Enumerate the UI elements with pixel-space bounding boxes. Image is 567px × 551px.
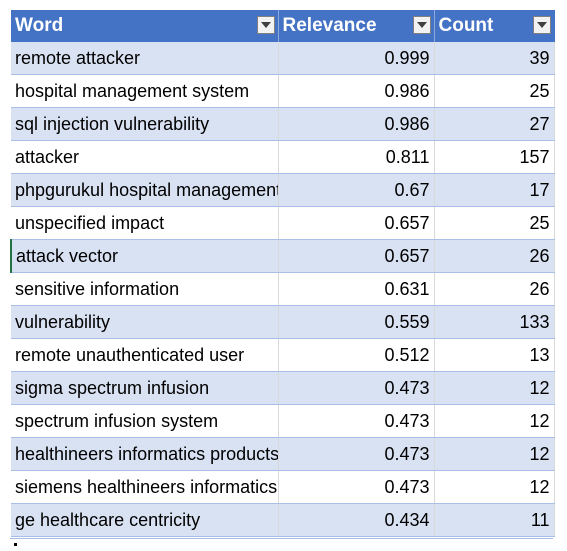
cell-word[interactable]: attack vector	[10, 239, 279, 273]
column-header-word-label: Word	[15, 15, 64, 36]
cell-count[interactable]: 12	[434, 437, 555, 471]
table-row: sensitive information 0.631 26	[11, 272, 555, 306]
cell-relevance[interactable]: 0.657	[278, 206, 435, 240]
cell-relevance[interactable]: 0.473	[278, 470, 435, 504]
cell-count[interactable]: 27	[434, 107, 555, 141]
header-row: Word Relevance Count	[11, 10, 555, 42]
cell-count[interactable]: 25	[434, 74, 555, 108]
column-header-relevance[interactable]: Relevance	[278, 10, 435, 42]
cell-count[interactable]: 39	[434, 42, 555, 75]
column-header-count-label: Count	[438, 15, 494, 36]
filter-dropdown-icon[interactable]	[412, 16, 431, 34]
cell-relevance[interactable]: 0.473	[278, 371, 435, 405]
cell-relevance[interactable]: 0.559	[278, 305, 435, 339]
cell-word[interactable]: phpgurukul hospital management	[11, 173, 279, 207]
cell-word[interactable]: spectrum infusion system	[11, 404, 279, 438]
cell-word[interactable]: sigma spectrum infusion	[11, 371, 279, 405]
next-row-stub	[10, 538, 553, 551]
cell-count[interactable]: 17	[434, 173, 555, 207]
cell-count[interactable]: 12	[434, 470, 555, 504]
cell-word[interactable]: remote attacker	[11, 42, 279, 75]
cell-relevance[interactable]: 0.657	[278, 239, 435, 273]
cell-word[interactable]: sensitive information	[11, 272, 279, 306]
table-row: attack vector 0.657 26	[10, 239, 555, 273]
cell-word[interactable]: vulnerability	[11, 305, 279, 339]
cell-word[interactable]: hospital management system	[11, 74, 279, 108]
table-row: sql injection vulnerability 0.986 27	[11, 107, 555, 141]
cell-count[interactable]: 12	[434, 404, 555, 438]
table-row: hospital management system 0.986 25	[11, 74, 555, 108]
table-row: remote attacker 0.999 39	[11, 42, 555, 75]
cell-word[interactable]: unspecified impact	[11, 206, 279, 240]
cell-relevance[interactable]: 0.999	[278, 42, 435, 75]
cell-count[interactable]: 133	[434, 305, 555, 339]
cell-relevance[interactable]: 0.811	[278, 140, 435, 174]
table-row: remote unauthenticated user 0.512 13	[11, 338, 555, 372]
table-row: siemens healthineers informatics 0.473 12	[11, 470, 555, 504]
cell-relevance[interactable]: 0.473	[278, 404, 435, 438]
cell-word[interactable]: healthineers informatics products	[11, 437, 279, 471]
cell-count[interactable]: 157	[434, 140, 555, 174]
cell-word[interactable]: attacker	[11, 140, 279, 174]
cell-word[interactable]: sql injection vulnerability	[11, 107, 279, 141]
cell-count[interactable]: 11	[434, 503, 555, 537]
table-row: phpgurukul hospital management 0.67 17	[11, 173, 555, 207]
filter-dropdown-icon[interactable]	[256, 16, 275, 34]
cell-relevance[interactable]: 0.67	[278, 173, 435, 207]
table-row: sigma spectrum infusion 0.473 12	[11, 371, 555, 405]
table-row: healthineers informatics products 0.473 12	[11, 437, 555, 471]
table-row: vulnerability 0.559 133	[11, 305, 555, 339]
table-row: attacker 0.811 157	[11, 140, 555, 174]
cell-relevance[interactable]: 0.434	[278, 503, 435, 537]
cell-relevance[interactable]: 0.986	[278, 74, 435, 108]
column-header-count[interactable]: Count	[434, 10, 555, 42]
word-relevance-table: Word Relevance Count remote attacker 0.99…	[10, 10, 555, 537]
cell-word[interactable]: remote unauthenticated user	[11, 338, 279, 372]
table-row: unspecified impact 0.657 25	[11, 206, 555, 240]
cell-fragment-mark	[14, 543, 17, 546]
cell-count[interactable]: 13	[434, 338, 555, 372]
cell-count[interactable]: 26	[434, 239, 555, 273]
cell-word[interactable]: siemens healthineers informatics	[11, 470, 279, 504]
cell-relevance[interactable]: 0.986	[278, 107, 435, 141]
table-row: ge healthcare centricity 0.434 11	[11, 503, 555, 537]
cell-relevance[interactable]: 0.631	[278, 272, 435, 306]
column-header-relevance-label: Relevance	[282, 15, 377, 36]
table-body: remote attacker 0.999 39 hospital managemen…	[10, 42, 555, 537]
cell-relevance[interactable]: 0.512	[278, 338, 435, 372]
column-header-word[interactable]: Word	[11, 10, 279, 42]
cell-count[interactable]: 12	[434, 371, 555, 405]
cell-count[interactable]: 25	[434, 206, 555, 240]
cell-relevance[interactable]: 0.473	[278, 437, 435, 471]
filter-dropdown-icon[interactable]	[532, 16, 551, 34]
table-row: spectrum infusion system 0.473 12	[11, 404, 555, 438]
cell-word[interactable]: ge healthcare centricity	[11, 503, 279, 537]
cell-count[interactable]: 26	[434, 272, 555, 306]
